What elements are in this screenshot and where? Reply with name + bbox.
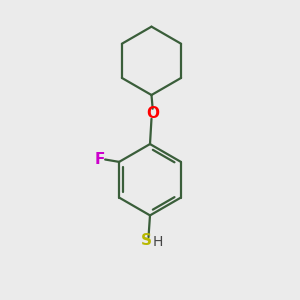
Text: H: H bbox=[152, 236, 163, 249]
Text: O: O bbox=[146, 106, 159, 121]
Text: F: F bbox=[94, 152, 105, 167]
Text: S: S bbox=[141, 233, 152, 248]
